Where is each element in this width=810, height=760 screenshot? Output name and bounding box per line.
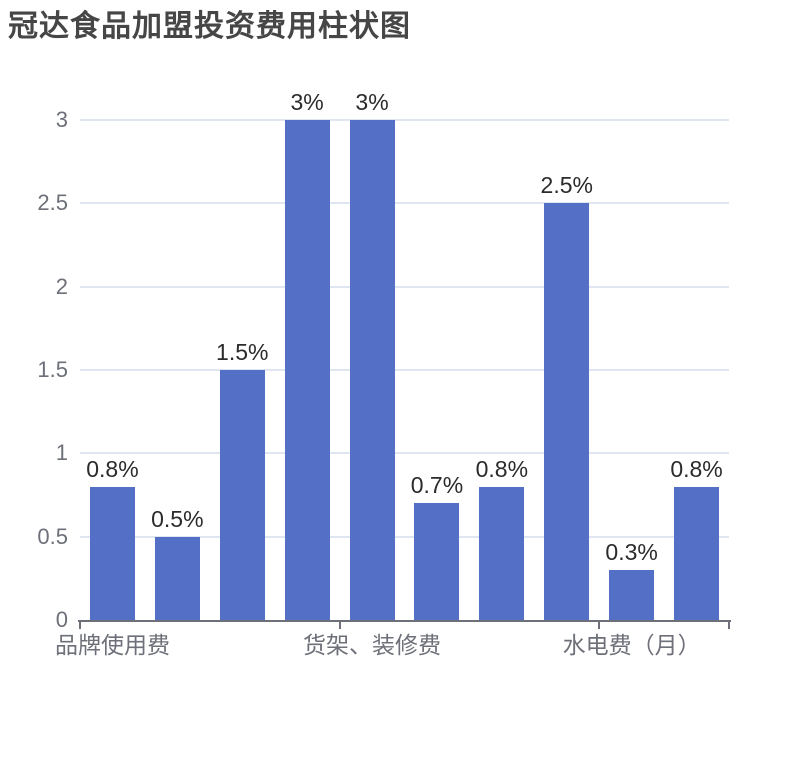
x-axis-tick bbox=[598, 620, 601, 629]
bar[interactable] bbox=[349, 120, 395, 620]
x-axis-category-label: 水电费（月） bbox=[562, 632, 701, 658]
bar-value-label: 0.8% bbox=[475, 455, 529, 482]
bar-value-label: 1.5% bbox=[216, 339, 269, 365]
bar-value-label: 3% bbox=[355, 89, 389, 115]
bar-value-label: 3% bbox=[290, 89, 324, 115]
gridline bbox=[80, 369, 729, 371]
bar[interactable] bbox=[674, 486, 720, 620]
gridline bbox=[80, 535, 729, 538]
gridline bbox=[80, 119, 729, 121]
y-axis-tick-label: 3 bbox=[55, 107, 68, 132]
bar-value-label: 0.3% bbox=[605, 539, 658, 565]
y-axis-tick-label: 1.5 bbox=[37, 357, 68, 382]
bar-value-label: 2.5% bbox=[540, 172, 593, 199]
bar-value-label: 0.8% bbox=[86, 455, 139, 482]
bar-value-label: 0.5% bbox=[151, 505, 204, 532]
gridline bbox=[80, 202, 729, 205]
y-axis-tick-label: 0 bbox=[55, 607, 68, 632]
y-axis-tick-label: 2.5 bbox=[37, 190, 68, 216]
x-axis-category-label: 货架、装修费 bbox=[303, 632, 442, 658]
bar[interactable] bbox=[284, 120, 330, 620]
bar[interactable] bbox=[219, 370, 265, 620]
x-axis-category-label: 品牌使用费 bbox=[54, 632, 170, 658]
x-axis-tick bbox=[338, 620, 341, 629]
bar[interactable] bbox=[89, 486, 135, 620]
x-axis-line bbox=[78, 620, 731, 622]
x-axis-tick bbox=[79, 620, 81, 629]
y-axis-tick-label: 0.5 bbox=[37, 523, 68, 549]
bar[interactable] bbox=[544, 203, 590, 620]
chart-title: 冠达食品加盟投资费用柱状图 bbox=[8, 10, 411, 43]
x-axis-tick bbox=[728, 620, 730, 629]
y-axis-tick-label: 1 bbox=[55, 440, 68, 466]
bar[interactable] bbox=[154, 536, 200, 620]
gridline bbox=[80, 285, 729, 288]
bar[interactable] bbox=[479, 486, 525, 620]
bar[interactable] bbox=[414, 503, 460, 620]
gridline bbox=[80, 452, 729, 455]
bar-value-label: 0.8% bbox=[670, 455, 723, 482]
bar[interactable] bbox=[609, 570, 655, 620]
y-axis-tick-label: 2 bbox=[55, 273, 68, 299]
bar-value-label: 0.7% bbox=[410, 472, 464, 499]
